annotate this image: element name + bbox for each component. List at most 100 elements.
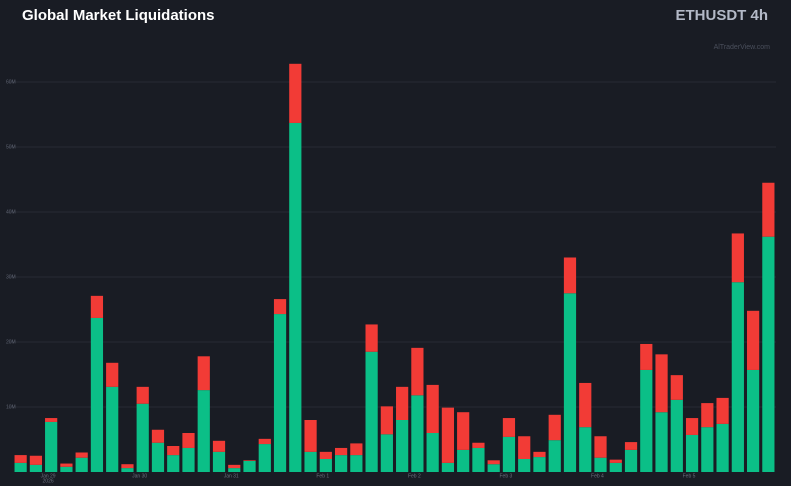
bar-segment <box>273 299 287 315</box>
bar-segment <box>396 386 409 420</box>
bar-segment <box>472 447 485 472</box>
bar-segment <box>594 436 607 458</box>
bar-segment <box>151 442 165 472</box>
y-tick-label: 40M <box>6 209 16 215</box>
bar-segment <box>60 463 73 467</box>
bar-segment <box>45 418 58 422</box>
bar-segment <box>106 362 119 387</box>
bar-segment <box>685 434 699 472</box>
bar-segment <box>243 460 256 472</box>
bar-segment <box>411 395 424 472</box>
bar-segment <box>121 468 134 472</box>
chart-subtitle: ETHUSDT 4h <box>675 7 768 24</box>
bar-segment <box>502 436 516 472</box>
bar-segment <box>685 418 699 435</box>
bar-segment <box>258 444 271 472</box>
bar-segment <box>563 257 577 294</box>
bar-segment <box>167 446 180 456</box>
bar-segment <box>228 464 241 469</box>
bar-segment <box>319 459 332 472</box>
x-tick-label: Feb 1 <box>316 473 329 479</box>
bar-segment <box>670 375 683 400</box>
x-tick-label: Jan 31 <box>224 473 239 479</box>
bar-segment <box>457 449 470 472</box>
bar-segment <box>106 386 119 472</box>
bar-segment <box>380 406 393 435</box>
y-tick-label: 50M <box>6 144 16 150</box>
bar-segment <box>258 438 271 445</box>
bar-segment <box>762 182 775 237</box>
bar-segment <box>29 464 42 472</box>
bar-segment <box>762 236 775 472</box>
bar-segment <box>75 452 88 458</box>
bar-segment <box>365 351 378 472</box>
bar-segment <box>716 423 729 472</box>
bar-segment <box>548 414 561 441</box>
chart-title: Global Market Liquidations <box>22 7 215 24</box>
x-tick-label: Feb 2 <box>408 473 421 479</box>
bar-segment <box>670 399 683 472</box>
bar-segment <box>273 314 287 472</box>
bar-segment <box>212 440 226 452</box>
bar-segment <box>426 384 439 433</box>
bar-segment <box>640 343 653 370</box>
bar-segment <box>75 457 88 472</box>
bar-segment <box>624 449 638 472</box>
y-tick-label: 30M <box>6 274 16 280</box>
bar-segment <box>579 382 592 428</box>
bar-segment <box>640 369 653 472</box>
bar-segment <box>334 447 348 456</box>
x-tick-label: Jan 29 <box>41 473 56 479</box>
watermark: AlTraderView.com <box>714 44 771 51</box>
bar-segment <box>289 122 302 472</box>
bar-segment <box>228 468 241 472</box>
bar-segment <box>380 434 393 472</box>
bar-segment <box>701 403 714 428</box>
y-tick-label: 60M <box>6 79 16 85</box>
bar-segment <box>90 317 104 472</box>
bar-segment <box>624 442 638 450</box>
bar-segment <box>609 462 622 472</box>
y-tick-label: 20M <box>6 339 16 345</box>
bar-segment <box>533 457 546 472</box>
bar-segment <box>167 455 180 472</box>
bar-segment <box>197 390 210 472</box>
bar-segment <box>243 460 256 461</box>
bar-segment <box>457 412 470 450</box>
bar-segment <box>594 457 607 472</box>
bar-segment <box>731 233 744 283</box>
bar-segment <box>151 429 165 443</box>
bar-segment <box>747 369 760 472</box>
bar-segment <box>518 436 531 459</box>
bar-segment <box>289 63 302 123</box>
bar-segment <box>426 433 439 472</box>
bar-segment <box>136 403 149 472</box>
grid <box>8 81 776 408</box>
x-tick-label: Feb 3 <box>499 473 512 479</box>
bar-segment <box>472 442 485 448</box>
bar-segment <box>136 386 149 404</box>
bar-segment <box>731 282 744 472</box>
bar-segment <box>655 354 668 413</box>
bar-segment <box>350 455 363 472</box>
y-tick-label: 10M <box>6 404 16 410</box>
bar-segment <box>334 455 348 472</box>
bar-segment <box>304 420 317 452</box>
x-tick-label: Jan 30 <box>132 473 147 479</box>
bar-segment <box>747 310 760 370</box>
bar-segment <box>655 412 668 472</box>
bar-segment <box>365 324 378 352</box>
bar-segment <box>14 462 27 472</box>
bar-segment <box>579 427 592 472</box>
bar-segment <box>212 451 226 472</box>
bar-segment <box>487 460 500 465</box>
bar-segment <box>90 295 104 318</box>
bar-segment <box>14 455 27 463</box>
bar-segment <box>533 451 546 458</box>
x-year-label: 2026 <box>43 478 54 484</box>
bar-segment <box>319 451 332 459</box>
bar-segment <box>121 464 134 469</box>
